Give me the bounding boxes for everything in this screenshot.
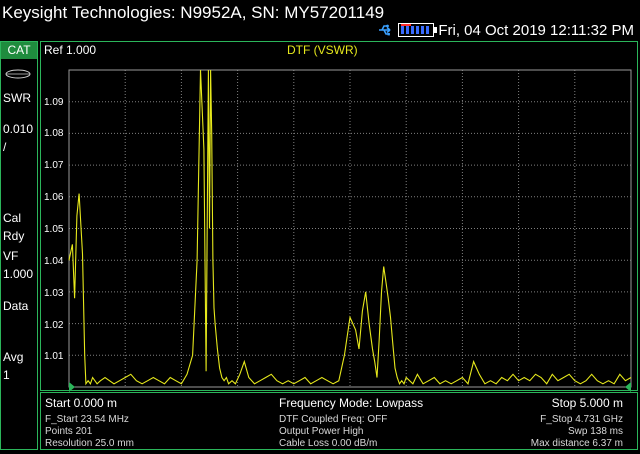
graticule-border [68, 69, 632, 388]
y-tick-label: 1.03 [44, 288, 64, 299]
reference-label: Ref 1.000 [44, 43, 97, 57]
y-tick-label: 1.09 [44, 97, 64, 108]
mode-tab[interactable]: CAT [1, 42, 37, 59]
cable-loss: Cable Loss 0.00 dB/m [279, 438, 378, 449]
dtf-trace-line [68, 69, 632, 386]
y-tick-label: 1.05 [44, 224, 64, 235]
format-label[interactable]: SWR [3, 91, 31, 105]
cal-status-line1: Cal [3, 211, 22, 225]
start-distance[interactable]: Start 0.000 m [45, 396, 118, 410]
vf-label: VF [3, 249, 19, 263]
smith-ellipse-icon [5, 69, 31, 79]
y-tick-label: 1.08 [44, 128, 64, 139]
output-power: Output Power High [279, 426, 364, 437]
app-title: Keysight Technologies: N9952A, SN: MY572… [2, 3, 385, 22]
scale-unit: / [3, 140, 7, 154]
points: Points 201 [45, 426, 93, 437]
left-softkey-panel: CAT SWR 0.010 / Cal Rdy VF 1.000 Data Av… [0, 41, 38, 450]
vf-value[interactable]: 1.000 [3, 267, 34, 281]
stop-distance[interactable]: Stop 5.000 m [551, 396, 623, 410]
frequency-mode: Frequency Mode: Lowpass [279, 396, 424, 410]
reference-marker-left [69, 382, 75, 392]
dtf-coupled-freq: DTF Coupled Freq: OFF [279, 414, 388, 425]
y-tick-label: 1.01 [44, 351, 64, 362]
datetime: Fri, 04 Oct 2019 12:11:32 PM [438, 21, 634, 39]
status-area: Fri, 04 Oct 2019 12:11:32 PM [378, 20, 634, 40]
sweep-time: Swp 138 ms [567, 426, 623, 437]
resolution: Resolution 25.0 mm [45, 438, 134, 449]
title-bar: Keysight Technologies: N9952A, SN: MY572… [0, 0, 640, 40]
battery-icon [398, 23, 438, 37]
f-stop: F_Stop 4.731 GHz [540, 414, 623, 425]
plot-area[interactable]: Ref 1.000 DTF (VSWR) 1.09 1.08 1.07 1.06… [40, 41, 639, 392]
max-distance: Max distance 6.37 m [530, 438, 623, 449]
y-tick-label: 1.07 [44, 160, 64, 171]
trace-title: DTF (VSWR) [287, 43, 358, 57]
scale-value[interactable]: 0.010 [3, 122, 34, 136]
data-label[interactable]: Data [3, 299, 29, 313]
y-tick-label: 1.02 [44, 320, 64, 331]
usb-icon [379, 24, 391, 36]
avg-label: Avg [3, 350, 24, 364]
y-tick-label: 1.06 [44, 192, 64, 203]
f-start: F_Start 23.54 MHz [45, 414, 129, 425]
reference-marker-right [625, 382, 631, 392]
y-tick-label: 1.04 [44, 256, 64, 267]
dtf-chart[interactable] [41, 42, 639, 392]
avg-value[interactable]: 1 [3, 368, 10, 382]
footer-panel: Start 0.000 m Frequency Mode: Lowpass St… [40, 392, 638, 450]
cal-status-line2: Rdy [3, 229, 25, 243]
